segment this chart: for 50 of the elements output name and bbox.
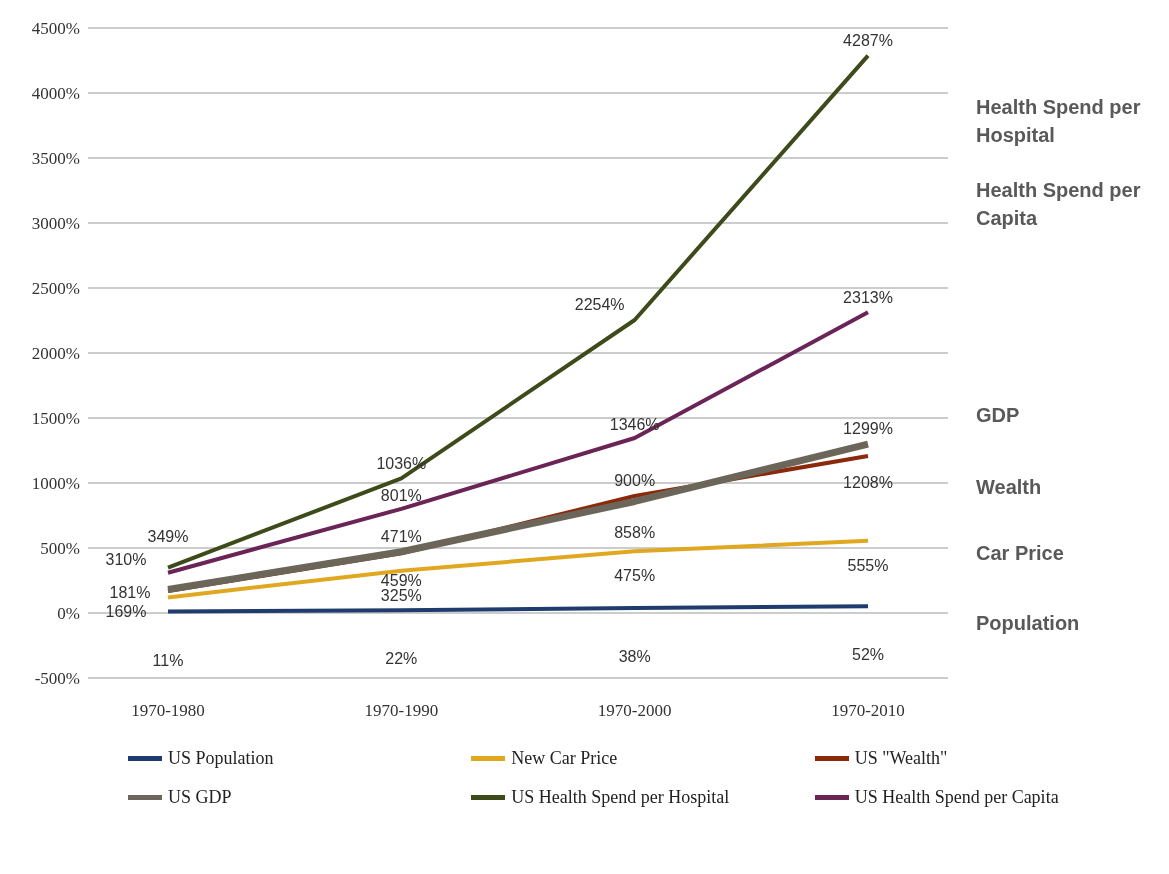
data-label: 2313% [843, 288, 893, 306]
y-tick-label: 0% [57, 604, 80, 624]
legend-label: US GDP [168, 787, 232, 808]
data-label: 2254% [574, 296, 625, 314]
y-tick-label: 3500% [31, 149, 80, 169]
data-label: 169% [105, 603, 147, 621]
x-tick-label: 1970-1990 [364, 701, 439, 721]
data-label: 471% [380, 527, 422, 545]
data-label: 349% [147, 527, 189, 545]
legend-label: US Health Spend per Capita [854, 787, 1059, 808]
data-label: 310% [105, 550, 147, 568]
text: Health Spend per Capita [976, 178, 1142, 231]
data-label: 1036% [376, 454, 427, 472]
data-label: 325% [380, 586, 422, 604]
y-tick-label: 1000% [31, 474, 80, 494]
data-label: 22% [385, 650, 418, 668]
data-label: 4287% [843, 31, 893, 49]
data-label: 38% [618, 648, 651, 666]
data-label: 11% [152, 651, 184, 669]
text: Health Spend per Hospital [976, 95, 1142, 148]
legend-label: US "Wealth" [854, 748, 948, 769]
data-label: 858% [614, 523, 656, 541]
data-label: 459% [380, 571, 422, 589]
text: GDP [976, 403, 1021, 428]
text: Car Price [976, 541, 1065, 566]
data-label: 1346% [609, 416, 660, 434]
x-tick-label: 1970-2010 [831, 701, 905, 721]
y-tick-label: 500% [40, 539, 80, 559]
y-tick-label: 2000% [31, 344, 80, 364]
data-label: 555% [847, 557, 889, 575]
data-label: 801% [380, 487, 422, 505]
data-label: 1208% [843, 474, 893, 492]
legend-label: New Car Price [511, 748, 618, 769]
y-tick-label: 4500% [31, 19, 80, 39]
text: Wealth [976, 475, 1043, 500]
x-tick-label: 1970-2000 [597, 701, 672, 721]
data-label: 900% [614, 472, 656, 490]
y-tick-label: 2500% [31, 279, 80, 299]
legend-label: US Health Spend per Hospital [511, 787, 730, 808]
data-label: 1299% [843, 420, 893, 438]
y-tick-label: -500% [34, 669, 80, 689]
text: Population [976, 611, 1081, 636]
data-label: 52% [851, 646, 885, 664]
legend-label: US Population [168, 748, 274, 769]
data-label: 475% [614, 567, 656, 585]
y-tick-label: 4000% [31, 84, 80, 104]
x-tick-label: 1970-1980 [131, 701, 205, 721]
y-tick-label: 1500% [31, 409, 80, 429]
y-tick-label: 3000% [31, 214, 80, 234]
data-label: 181% [109, 583, 151, 601]
